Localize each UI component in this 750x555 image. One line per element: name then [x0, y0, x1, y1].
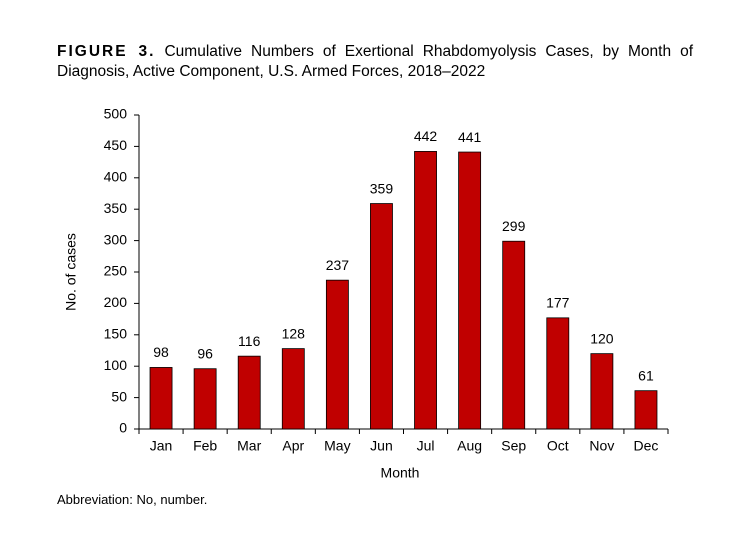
x-tick-label: Jun — [370, 438, 393, 454]
bar — [546, 317, 570, 430]
value-label: 237 — [326, 257, 350, 273]
x-tick-label: Dec — [634, 438, 659, 454]
value-label: 61 — [638, 367, 654, 383]
x-tick-label: Aug — [457, 438, 482, 454]
y-tick-label: 200 — [104, 294, 128, 310]
x-tick-label: Apr — [282, 438, 304, 454]
chart-title: FIGURE 3. Cumulative Numbers of Exertion… — [57, 42, 693, 82]
value-label: 128 — [282, 325, 306, 341]
bar — [193, 368, 217, 430]
y-tick-label: 50 — [111, 388, 127, 404]
value-label: 96 — [197, 345, 213, 361]
value-label: 442 — [414, 128, 438, 144]
y-tick-label: 350 — [104, 200, 128, 216]
figure-label: FIGURE 3. — [57, 43, 156, 60]
x-axis-label: Month — [381, 465, 420, 481]
footnote: Abbreviation: No, number. — [57, 492, 208, 507]
bar — [325, 279, 349, 430]
y-tick-label: 400 — [104, 169, 128, 185]
x-tick-label: May — [324, 438, 350, 454]
bar — [458, 151, 482, 430]
x-tick-label: Mar — [237, 438, 261, 454]
value-label: 177 — [546, 295, 570, 311]
x-tick-label: Sep — [501, 438, 526, 454]
bar — [634, 390, 658, 430]
value-label: 359 — [370, 180, 394, 196]
value-label: 116 — [238, 333, 261, 349]
x-tick-label: Oct — [547, 438, 569, 454]
x-tick-label: Jan — [150, 438, 173, 454]
y-tick-label: 300 — [104, 231, 128, 247]
title-text: Cumulative Numbers of Exertional Rhabdom… — [57, 43, 694, 80]
y-tick-label: 250 — [104, 263, 128, 279]
x-tick-label: Nov — [589, 438, 614, 454]
bar — [149, 367, 173, 430]
y-axis-label: No. of cases — [63, 233, 79, 311]
y-tick-label: 100 — [104, 357, 128, 373]
value-label: 299 — [502, 218, 526, 234]
bar — [370, 203, 393, 430]
value-label: 98 — [153, 344, 169, 360]
value-label: 120 — [590, 330, 614, 346]
bar — [281, 348, 305, 430]
x-tick-label: Feb — [193, 438, 217, 454]
bar — [590, 353, 614, 430]
y-tick-label: 150 — [104, 326, 128, 342]
y-tick-label: 0 — [119, 420, 127, 436]
y-tick-label: 450 — [104, 137, 128, 153]
value-label: 441 — [458, 129, 482, 145]
bar — [237, 355, 261, 430]
x-tick-label: Jul — [417, 438, 435, 454]
y-tick-label: 500 — [104, 106, 128, 122]
bar — [502, 240, 526, 430]
bar — [414, 151, 437, 430]
